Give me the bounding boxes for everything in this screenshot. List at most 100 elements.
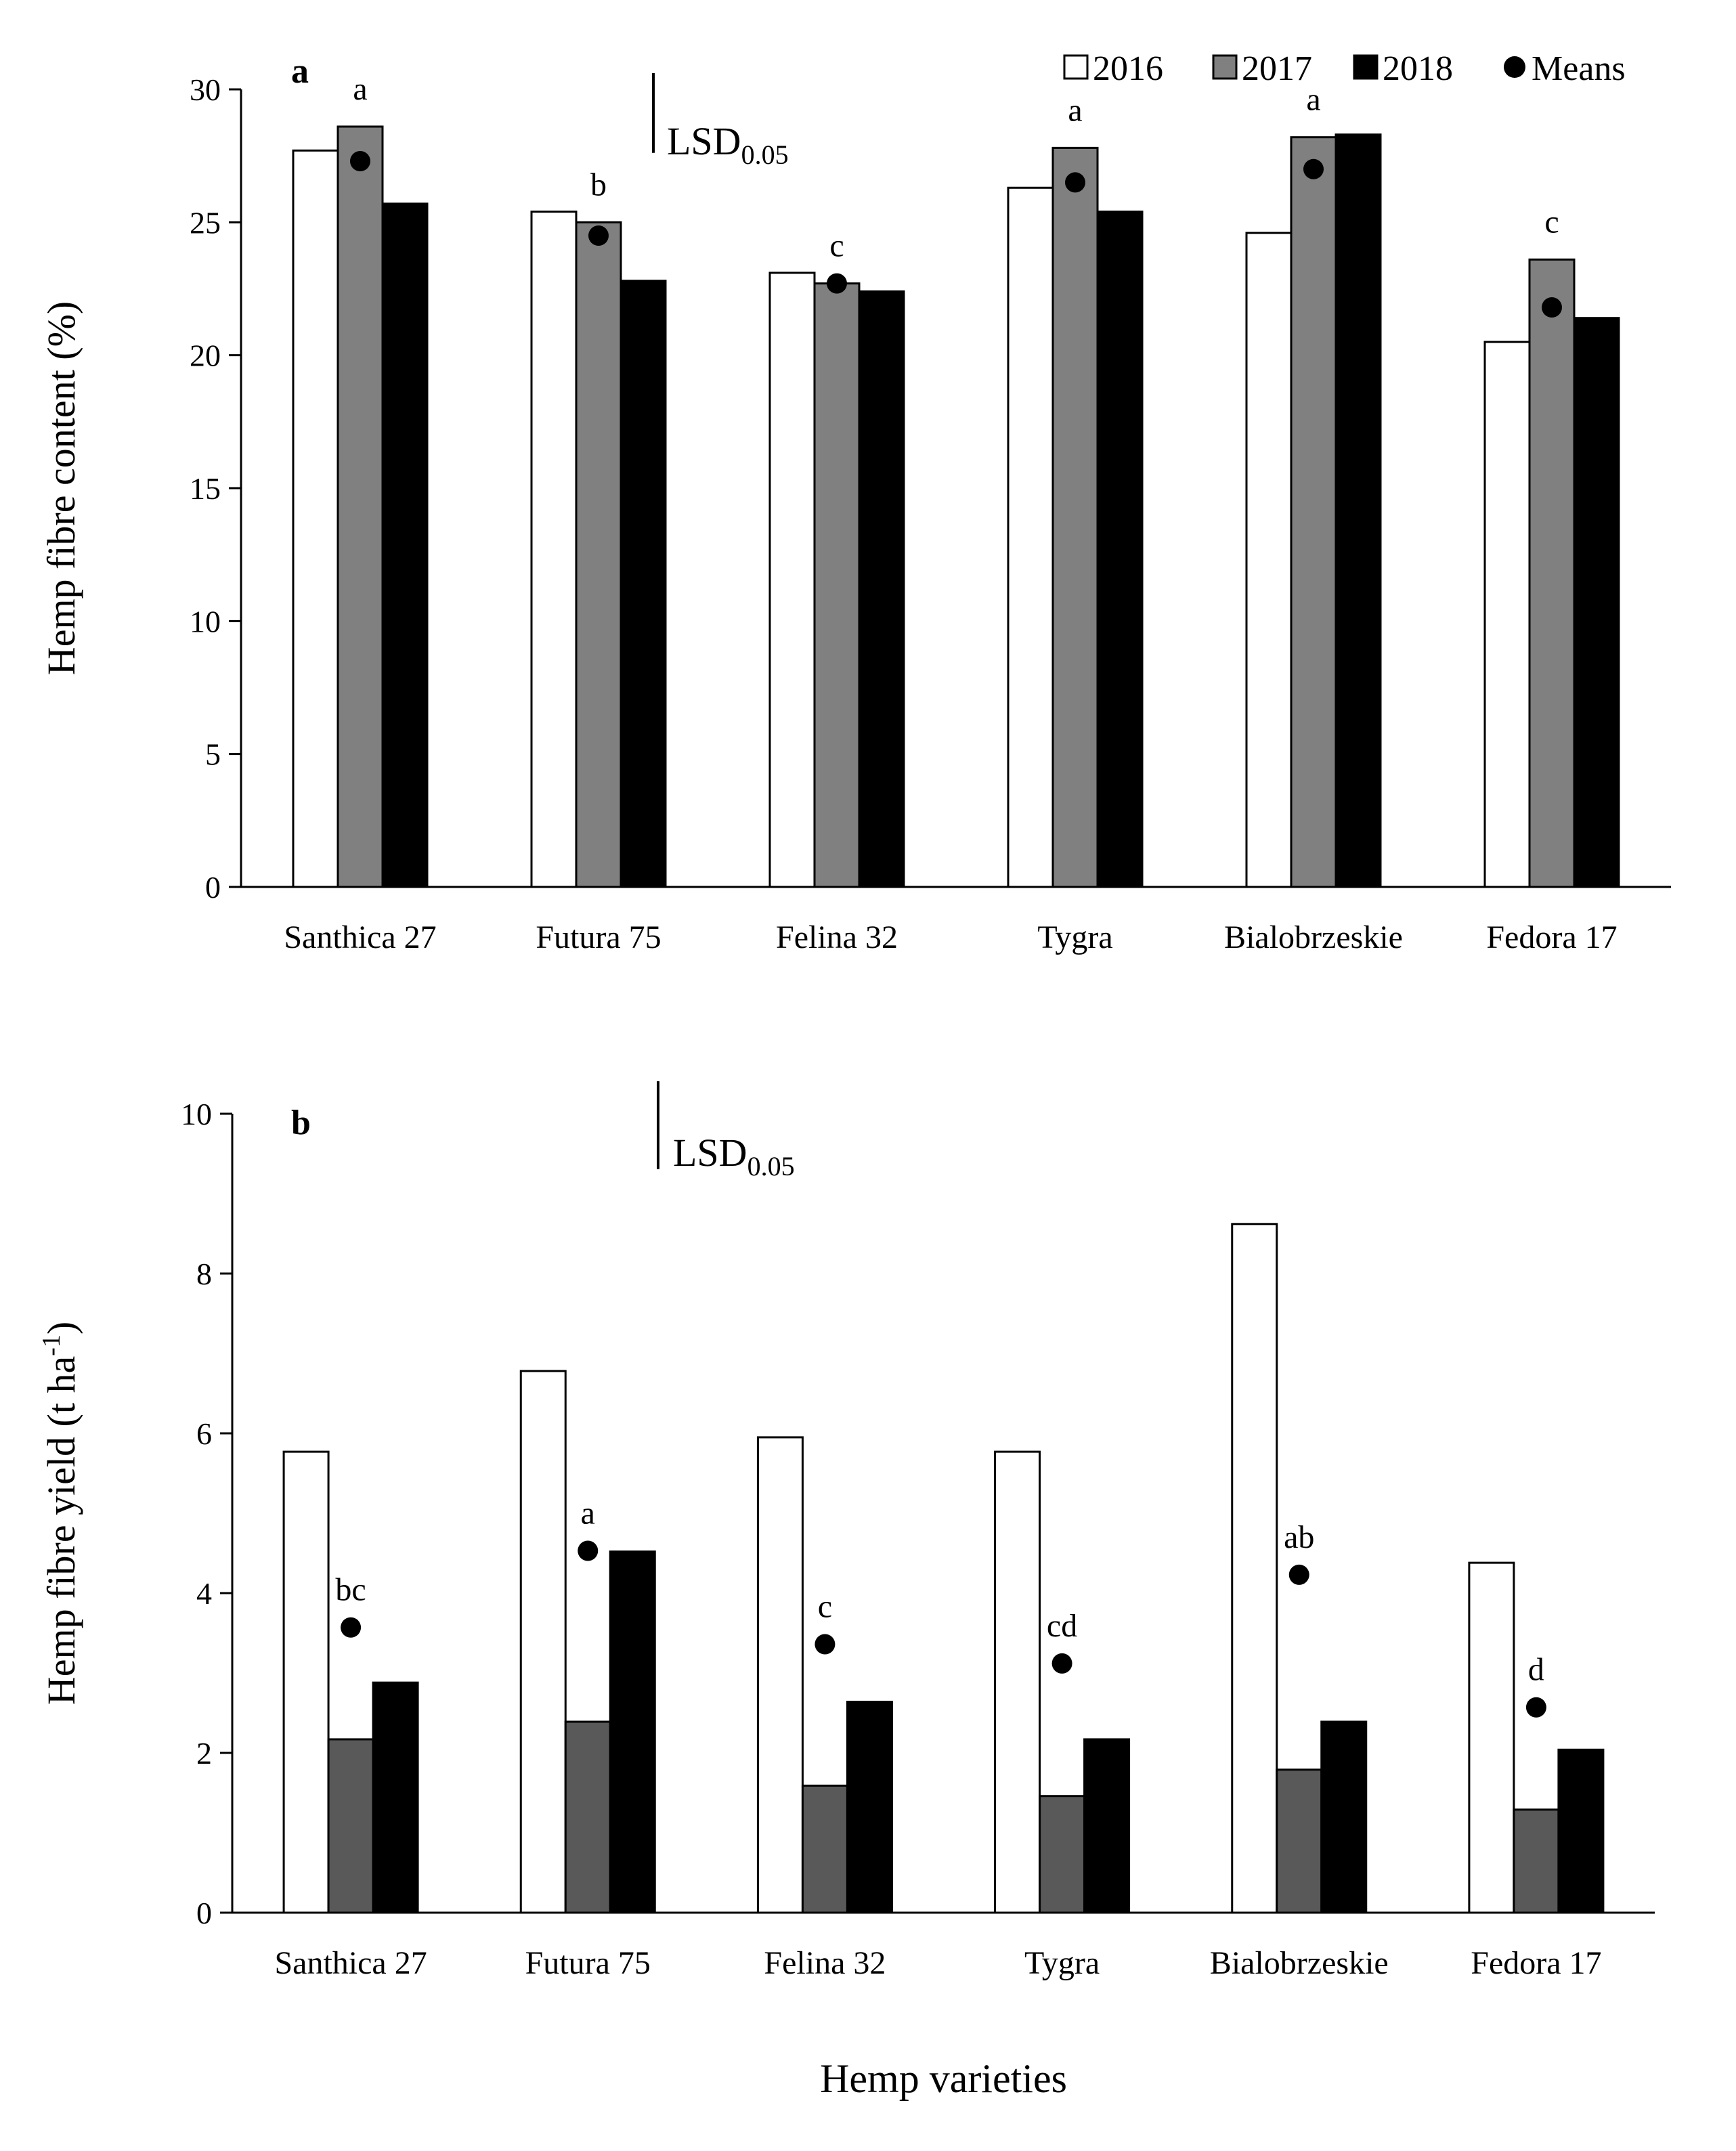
bar-2016-2 [756, 1436, 804, 1914]
y-tick-label: 20 [190, 339, 221, 373]
lsd-label: LSD0.05 [667, 119, 789, 170]
panel-label: a [291, 52, 309, 91]
x-category-label: Felina 32 [764, 1945, 886, 1981]
bar-2018-2 [846, 1700, 893, 1914]
lsd-label-sub: 0.05 [747, 1151, 795, 1181]
bar-2016-5 [1483, 341, 1531, 888]
lsd-label-base: LSD [667, 119, 741, 163]
bar-2016-0 [292, 149, 339, 888]
x-category-label: Santhica 27 [274, 1945, 427, 1981]
bar-2017-3 [1051, 146, 1099, 888]
bar-2017-2 [801, 1784, 848, 1914]
y-tick-label: 30 [190, 72, 221, 107]
bar-2016-4 [1245, 232, 1293, 888]
y-tick-label: 4 [196, 1576, 212, 1611]
bar-2016-1 [519, 1370, 567, 1914]
y-axis-title-main: Hemp fibre yield (t ha [39, 1356, 83, 1705]
legend-label: 2018 [1383, 49, 1453, 88]
significance-letter: a [1306, 82, 1320, 118]
legend-dot-means [1504, 56, 1525, 78]
bar-2017-4 [1290, 136, 1337, 888]
y-tick-label: 5 [205, 737, 221, 772]
mean-point [1288, 1564, 1309, 1585]
significance-letter: d [1528, 1652, 1544, 1688]
legend-swatch-2016 [1063, 54, 1089, 80]
bar-2017-1 [575, 221, 622, 888]
significance-letter: bc [335, 1572, 366, 1608]
x-category-label: Fedora 17 [1486, 919, 1617, 955]
y-tick-label: 2 [196, 1736, 212, 1770]
x-category-label: Tygra [1037, 919, 1112, 955]
mean-point [815, 1634, 836, 1655]
bar-2017-1 [564, 1720, 611, 1914]
bar-2017-5 [1513, 1808, 1560, 1914]
x-category-label: Futura 75 [536, 919, 661, 955]
bar-2017-2 [813, 282, 861, 888]
x-category-label: Futura 75 [525, 1945, 651, 1981]
legend-swatch-2018 [1353, 54, 1379, 80]
lsd-label-sub: 0.05 [741, 139, 789, 170]
y-tick-label: 10 [190, 604, 221, 638]
bar-2018-5 [1573, 317, 1620, 888]
x-category-label: Tygra [1024, 1945, 1100, 1981]
bar-2016-2 [768, 271, 816, 888]
mean-point [1525, 1697, 1546, 1718]
y-tick-label: 10 [181, 1097, 212, 1131]
legend-label: Means [1532, 49, 1626, 88]
bar-2018-0 [381, 202, 429, 888]
mean-point [578, 1540, 599, 1561]
x-category-label: Felina 32 [776, 919, 898, 955]
bar-2018-0 [372, 1681, 419, 1914]
panel-label: b [291, 1104, 311, 1142]
significance-letter: c [1544, 204, 1559, 240]
mean-point [588, 225, 609, 246]
x-category-label: Bialobrzeskie [1224, 919, 1403, 955]
significance-letter: a [581, 1495, 595, 1531]
chart-panel-a: 0 5 10 15 20 25 30 a b c a a c Santhica 27 Futura 75 Fe… [39, 52, 1671, 955]
bar-2018-3 [1083, 1738, 1131, 1914]
bar-2018-4 [1334, 133, 1382, 888]
y-tick-label: 25 [190, 205, 221, 240]
legend: 2016 2017 2018 Means [1063, 49, 1626, 88]
x-category-label: Bialobrzeskie [1210, 1945, 1389, 1981]
bar-2017-3 [1039, 1795, 1086, 1914]
bar-2016-3 [1007, 186, 1054, 888]
bar-2018-4 [1320, 1720, 1368, 1914]
bar-2018-1 [620, 280, 667, 888]
bar-2017-5 [1528, 258, 1576, 888]
bar-2017-4 [1276, 1768, 1323, 1914]
mean-point [341, 1617, 362, 1638]
chart-panel-b: 0 2 4 6 8 10 bc a c cd ab d Santhica 27 Futura 75 Feli… [37, 1081, 1655, 2101]
y-axis-title-main: Hemp fibre content (%) [39, 301, 83, 675]
bar-2018-1 [609, 1550, 656, 1914]
x-axis-title: Hemp varieties [820, 2056, 1067, 2101]
bar-2017-0 [337, 125, 384, 888]
y-axis-title: Hemp fibre yield (t ha-1) [37, 1322, 83, 1705]
mean-point [1065, 172, 1085, 193]
bar-2016-0 [282, 1450, 330, 1914]
significance-letter: b [590, 167, 607, 202]
mean-point [350, 151, 370, 172]
significance-letter: a [1068, 92, 1082, 128]
bar-2018-3 [1096, 211, 1144, 888]
significance-letter: ab [1284, 1519, 1314, 1555]
y-tick-label: 6 [196, 1416, 212, 1451]
bar-2018-5 [1557, 1748, 1605, 1914]
significance-letter: a [353, 71, 367, 107]
bar-2016-1 [530, 211, 578, 888]
legend-swatch-2017 [1212, 54, 1238, 80]
y-tick-label: 15 [190, 471, 221, 506]
significance-letter: c [818, 1589, 832, 1625]
bar-2016-5 [1468, 1561, 1515, 1914]
y-tick-label: 0 [205, 870, 221, 905]
significance-letter: cd [1047, 1608, 1077, 1644]
lsd-label: LSD0.05 [673, 1131, 795, 1181]
legend-label: 2017 [1242, 49, 1312, 88]
y-axis-title-end: ) [39, 1322, 83, 1334]
lsd-label-base: LSD [673, 1131, 747, 1175]
y-tick-label: 8 [196, 1257, 212, 1291]
bar-2017-0 [327, 1738, 374, 1914]
significance-letter: c [829, 228, 844, 264]
bar-2016-3 [994, 1450, 1041, 1914]
